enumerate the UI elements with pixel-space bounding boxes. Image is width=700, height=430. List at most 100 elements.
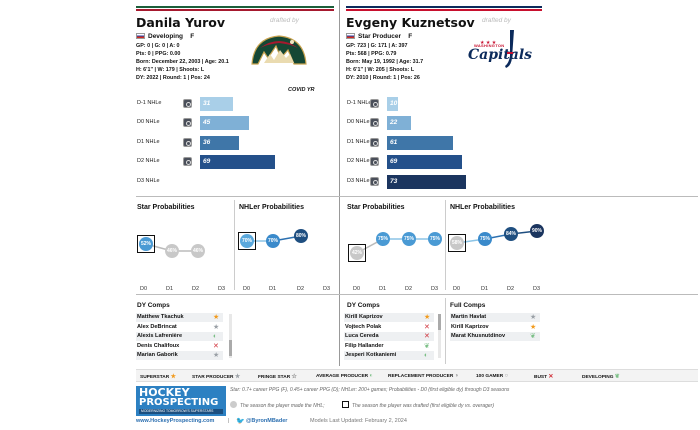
section-divider xyxy=(136,294,698,295)
comp-player-row[interactable]: Marian Gaborik xyxy=(136,351,223,360)
comp-player-row[interactable]: Kirill Kaprizov xyxy=(344,313,434,322)
projection-bar: 22 xyxy=(387,116,411,130)
drafted-season-marker xyxy=(448,234,466,252)
probability-point: 58% xyxy=(450,236,464,250)
legend-item: STAR PRODUCER ★ xyxy=(192,374,241,380)
season-label: D0 xyxy=(140,286,148,292)
definitions-note: Star: 0.7+ career PPG (F), 0.45+ career … xyxy=(230,387,510,393)
legend-item: FRINGE STAR ☆ xyxy=(258,374,297,380)
half-circle-icon: ◐ xyxy=(369,373,374,379)
projection-bar: 36 xyxy=(200,136,239,150)
probability-point: 70% xyxy=(266,234,280,248)
league-logo-icon xyxy=(183,138,192,147)
projection-label: D2 NHLe xyxy=(347,158,370,164)
projection-bar: 61 xyxy=(387,136,453,150)
probability-point: 52% xyxy=(139,237,153,251)
nhler-probabilities-title: NHLer Probabilities xyxy=(450,204,515,211)
comp-player-row[interactable]: Denis Chalifoux xyxy=(137,342,180,349)
drafted-season-marker xyxy=(348,244,366,262)
comp-player-row[interactable]: Vojtech Polak xyxy=(345,323,382,330)
league-logo-icon xyxy=(370,157,379,166)
season-label: D0 xyxy=(353,286,361,292)
twitter-handle-link[interactable]: @ByronMBader xyxy=(246,418,288,424)
season-label: D1 xyxy=(481,286,489,292)
probability-point: 46% xyxy=(191,244,205,258)
team-color-stripe xyxy=(136,9,334,11)
team-color-stripe xyxy=(346,6,542,8)
comps-scrollbar[interactable] xyxy=(438,314,441,358)
square-note: The season the player was drafted (first… xyxy=(352,403,495,409)
comp-player-row[interactable]: Kirill Kaprizov xyxy=(451,323,489,330)
projection-label: D1 NHLe xyxy=(137,139,160,145)
comp-player-row[interactable]: Martin Havlat xyxy=(450,313,540,322)
section-divider xyxy=(234,200,235,290)
projection-bar: 31 xyxy=(200,97,233,111)
comp-player-row[interactable]: Filip Hallander xyxy=(345,342,384,349)
player-status: Developing F xyxy=(136,33,194,40)
comp-player-row[interactable]: Alexis Lafrenière xyxy=(136,332,223,341)
season-label: D1 xyxy=(269,286,277,292)
probability-point: 42% xyxy=(350,246,364,260)
probability-point: 75% xyxy=(428,232,442,246)
legend-item: SUPERSTAR ★ xyxy=(140,374,176,380)
season-label: D0 xyxy=(243,286,251,292)
sprout-icon: ❦ xyxy=(530,333,536,340)
circle-legend-icon xyxy=(230,401,237,408)
half-circle-gray-icon: ◑ xyxy=(454,373,459,379)
player-status: Star Producer F xyxy=(346,33,412,40)
minnesota-wild-logo xyxy=(251,35,307,65)
hockey-prospecting-logo[interactable]: HOCKEY PROSPECTING MODERNIZING TOMORROW'… xyxy=(136,386,226,416)
drafted-season-marker xyxy=(238,232,256,250)
star-gray-icon: ★ xyxy=(530,314,537,321)
sprout-icon: ❦ xyxy=(424,342,430,350)
probability-point: 90% xyxy=(530,224,544,238)
season-label: D2 xyxy=(405,286,413,292)
projection-label: D-1 NHLe xyxy=(347,100,372,106)
season-label: D0 xyxy=(453,286,461,292)
projection-bar: 73 xyxy=(387,175,466,189)
probability-point: 84% xyxy=(504,227,518,241)
legend-bar: SUPERSTAR ★ STAR PRODUCER ★ FRINGE STAR ☆ A… xyxy=(136,369,698,382)
comp-player-row[interactable]: Matthew Tkachuk xyxy=(136,313,223,322)
season-label: D1 xyxy=(379,286,387,292)
half-circle-icon: ◐ xyxy=(424,352,429,359)
team-color-stripe xyxy=(136,6,334,8)
last-updated: Models Last Updated: February 2, 2024 xyxy=(310,418,407,424)
star-orange-icon: ★ xyxy=(424,314,431,321)
comp-player-row[interactable]: Marat Khusnutdinov xyxy=(450,332,540,341)
league-logo-icon xyxy=(370,99,379,108)
probability-point: 75% xyxy=(376,232,390,246)
projection-bar: 69 xyxy=(200,155,275,169)
website-link[interactable]: www.HockeyProspecting.com xyxy=(136,418,215,424)
star-gray-icon: ★ xyxy=(213,352,220,359)
projection-bar: 69 xyxy=(387,155,462,169)
season-label: D1 xyxy=(166,286,174,292)
legend-item: REPLACEMENT PRODUCER ◑ xyxy=(388,373,459,379)
section-divider xyxy=(136,196,698,197)
x-icon: ✕ xyxy=(548,374,554,380)
comp-player-row[interactable]: Alex DeBrincat xyxy=(137,323,177,330)
dy-comps-title: DY Comps xyxy=(137,302,170,309)
twitter-icon: 🐦 xyxy=(236,418,245,425)
projection-label: D2 NHLe xyxy=(137,158,160,164)
dy-comps-title: DY Comps xyxy=(347,302,380,309)
section-divider xyxy=(445,200,446,290)
x-icon: ✕ xyxy=(424,323,430,331)
probability-point: 75% xyxy=(478,232,492,246)
comps-scrollbar[interactable] xyxy=(229,314,232,358)
full-comps-title: Full Comps xyxy=(450,302,486,309)
league-logo-icon xyxy=(183,99,192,108)
probability-point: 46% xyxy=(165,244,179,258)
player-name: Evgeny Kuznetsov xyxy=(346,15,475,30)
comp-player-row[interactable]: Luca Cereda xyxy=(344,332,434,341)
projection-label: D3 NHLe xyxy=(347,178,370,184)
season-label: D3 xyxy=(431,286,439,292)
star-probabilities-title: Star Probabilities xyxy=(347,204,405,211)
comp-player-row[interactable]: Jesperi Kotkaniemi xyxy=(344,351,434,360)
season-label: D2 xyxy=(507,286,515,292)
projection-label: D0 NHLe xyxy=(347,119,370,125)
footer-separator: | xyxy=(228,418,230,424)
league-logo-icon xyxy=(183,157,192,166)
league-logo-icon xyxy=(370,138,379,147)
projection-label: D3 NHLe xyxy=(137,178,160,184)
